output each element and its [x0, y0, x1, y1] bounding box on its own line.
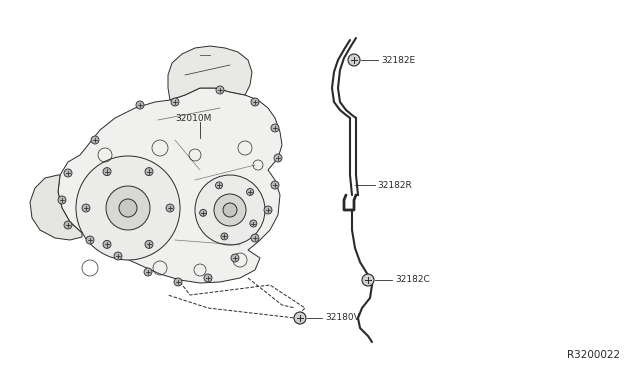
Circle shape: [348, 54, 360, 66]
Circle shape: [144, 268, 152, 276]
Text: 32182C: 32182C: [395, 276, 429, 285]
Circle shape: [82, 204, 90, 212]
Circle shape: [103, 240, 111, 248]
Circle shape: [136, 101, 144, 109]
Circle shape: [103, 168, 111, 176]
Circle shape: [214, 194, 246, 226]
Circle shape: [58, 196, 66, 204]
Circle shape: [174, 278, 182, 286]
Circle shape: [271, 124, 279, 132]
Circle shape: [271, 181, 279, 189]
Circle shape: [274, 154, 282, 162]
Circle shape: [246, 189, 253, 195]
Circle shape: [251, 234, 259, 242]
Circle shape: [195, 175, 265, 245]
Circle shape: [86, 236, 94, 244]
Circle shape: [216, 182, 223, 189]
Text: 32010M: 32010M: [175, 113, 211, 122]
Circle shape: [264, 206, 272, 214]
Circle shape: [166, 204, 174, 212]
Text: 32182E: 32182E: [381, 55, 415, 64]
Circle shape: [64, 221, 72, 229]
Circle shape: [294, 312, 306, 324]
Circle shape: [171, 98, 179, 106]
Polygon shape: [30, 175, 82, 240]
Circle shape: [64, 169, 72, 177]
Circle shape: [76, 156, 180, 260]
Circle shape: [119, 199, 137, 217]
Circle shape: [250, 220, 257, 227]
Circle shape: [223, 203, 237, 217]
Circle shape: [204, 274, 212, 282]
Circle shape: [145, 168, 153, 176]
Circle shape: [216, 86, 224, 94]
Polygon shape: [58, 88, 282, 283]
Text: R3200022: R3200022: [567, 350, 620, 360]
Circle shape: [114, 252, 122, 260]
Text: 32180V: 32180V: [325, 314, 360, 323]
Circle shape: [145, 240, 153, 248]
Circle shape: [231, 254, 239, 262]
Text: 32182R: 32182R: [377, 180, 412, 189]
Circle shape: [91, 136, 99, 144]
Circle shape: [106, 186, 150, 230]
Polygon shape: [168, 46, 252, 100]
Circle shape: [251, 98, 259, 106]
Circle shape: [362, 274, 374, 286]
Circle shape: [221, 233, 228, 240]
Circle shape: [200, 209, 207, 217]
